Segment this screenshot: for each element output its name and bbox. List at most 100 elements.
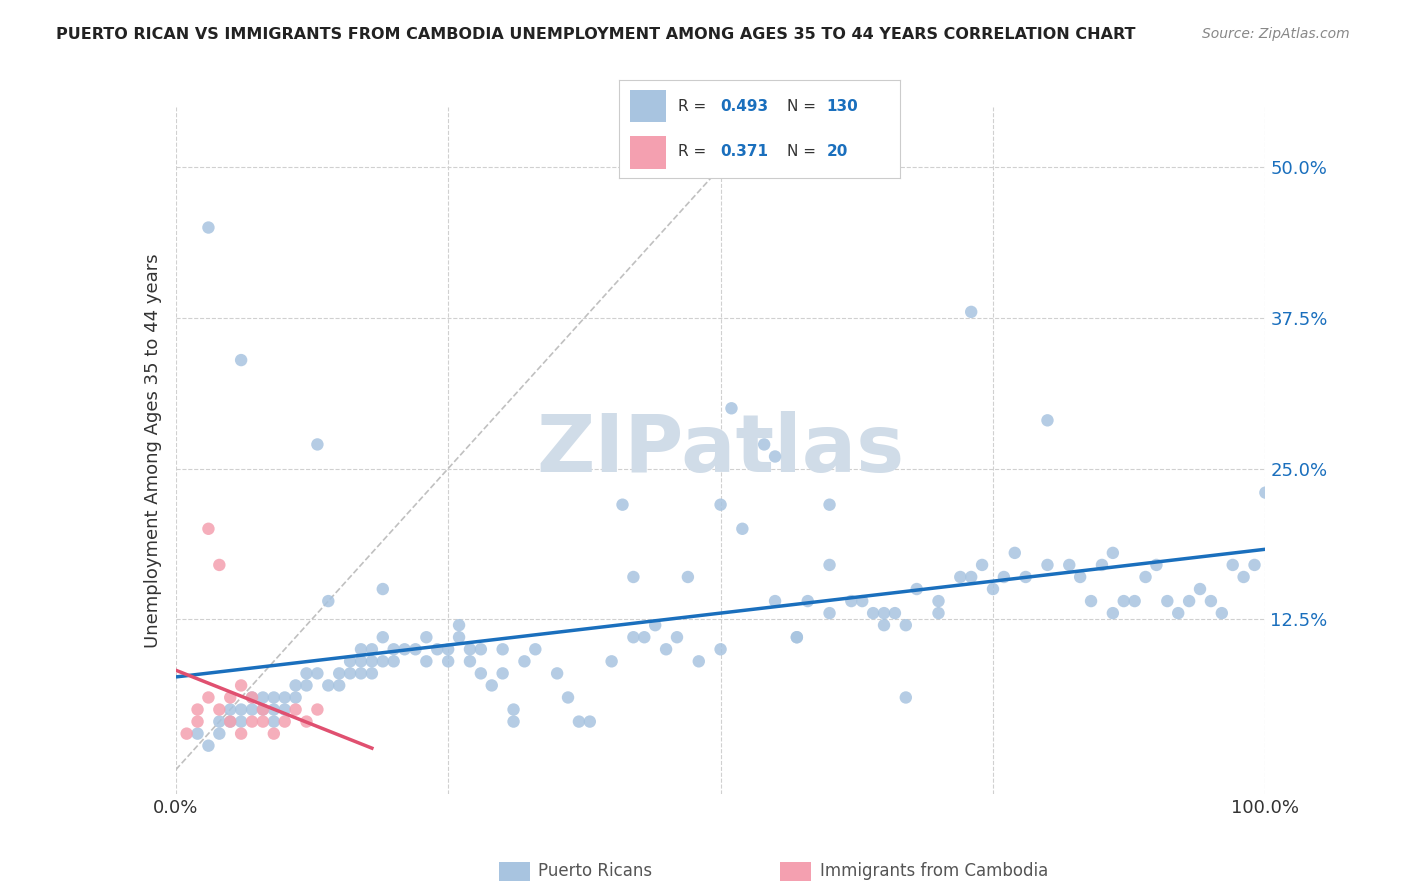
Point	[437, 642, 460, 657]
Text: 0.493: 0.493	[720, 99, 768, 114]
Point	[960, 305, 983, 319]
Point	[231, 702, 253, 716]
Point	[873, 606, 896, 620]
Point	[786, 630, 808, 644]
Text: N =: N =	[787, 99, 821, 114]
Point	[644, 618, 666, 632]
Point	[579, 714, 602, 729]
Point	[600, 654, 623, 668]
Point	[1112, 594, 1135, 608]
Point	[1144, 558, 1167, 572]
Point	[176, 726, 198, 740]
Bar	[630, 90, 666, 122]
Point	[284, 678, 307, 692]
Point	[981, 582, 1004, 596]
Point	[263, 690, 285, 705]
Point	[470, 642, 492, 657]
Point	[360, 642, 382, 657]
Point	[240, 690, 263, 705]
Point	[208, 714, 231, 729]
Point	[862, 606, 884, 620]
Point	[1211, 606, 1233, 620]
Point	[284, 702, 307, 716]
Point	[274, 714, 297, 729]
Point	[219, 714, 242, 729]
Point	[197, 522, 219, 536]
Point	[949, 570, 972, 584]
Point	[612, 498, 634, 512]
Point	[1102, 546, 1125, 560]
Point	[818, 498, 841, 512]
Point	[318, 594, 340, 608]
Point	[1080, 594, 1102, 608]
Point	[524, 642, 547, 657]
Point	[894, 618, 917, 632]
Point	[339, 666, 361, 681]
Point	[873, 618, 896, 632]
Point	[405, 642, 427, 657]
Text: Source: ZipAtlas.com: Source: ZipAtlas.com	[1202, 27, 1350, 41]
Point	[1057, 558, 1080, 572]
Point	[796, 594, 818, 608]
Text: R =: R =	[678, 145, 711, 160]
Point	[546, 666, 568, 681]
Point	[437, 654, 460, 668]
Point	[274, 702, 297, 716]
Point	[1254, 485, 1277, 500]
Point	[928, 594, 950, 608]
Point	[284, 690, 307, 705]
Point	[731, 522, 754, 536]
Point	[447, 618, 470, 632]
Point	[447, 630, 470, 644]
Point	[394, 642, 416, 657]
Point	[513, 654, 536, 668]
Point	[970, 558, 993, 572]
Point	[621, 630, 644, 644]
Point	[350, 666, 373, 681]
Point	[633, 630, 655, 644]
Point	[252, 702, 274, 716]
Point	[307, 437, 329, 451]
Point	[240, 690, 263, 705]
Point	[1036, 558, 1059, 572]
Y-axis label: Unemployment Among Ages 35 to 44 years: Unemployment Among Ages 35 to 44 years	[143, 253, 162, 648]
Point	[371, 630, 394, 644]
Point	[426, 642, 449, 657]
Text: 130: 130	[827, 99, 859, 114]
Point	[371, 654, 394, 668]
Point	[1189, 582, 1212, 596]
Point	[382, 642, 405, 657]
Point	[371, 582, 394, 596]
Point	[1004, 546, 1026, 560]
Point	[360, 654, 382, 668]
Point	[818, 558, 841, 572]
Point	[763, 450, 786, 464]
Text: Immigrants from Cambodia: Immigrants from Cambodia	[820, 863, 1047, 880]
Point	[274, 690, 297, 705]
Point	[1222, 558, 1244, 572]
Text: PUERTO RICAN VS IMMIGRANTS FROM CAMBODIA UNEMPLOYMENT AMONG AGES 35 TO 44 YEARS : PUERTO RICAN VS IMMIGRANTS FROM CAMBODIA…	[56, 27, 1136, 42]
Point	[492, 642, 515, 657]
Point	[851, 594, 873, 608]
Point	[621, 570, 644, 584]
Point	[1199, 594, 1222, 608]
Point	[884, 606, 907, 620]
Bar	[630, 136, 666, 169]
Point	[240, 714, 263, 729]
Point	[197, 220, 219, 235]
Point	[1015, 570, 1038, 584]
Point	[1178, 594, 1201, 608]
Point	[1123, 594, 1146, 608]
Point	[993, 570, 1015, 584]
Point	[1156, 594, 1178, 608]
Point	[208, 558, 231, 572]
Point	[263, 726, 285, 740]
Point	[710, 498, 733, 512]
Point	[676, 570, 699, 584]
Point	[350, 642, 373, 657]
Point	[415, 654, 437, 668]
Point	[318, 678, 340, 692]
Point	[818, 606, 841, 620]
Point	[339, 654, 361, 668]
Point	[252, 690, 274, 705]
